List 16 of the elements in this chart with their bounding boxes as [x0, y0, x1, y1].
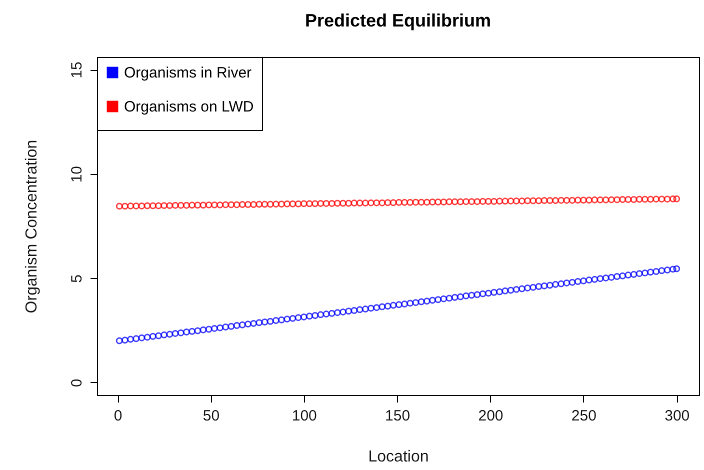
x-axis-title: Location — [368, 448, 429, 466]
legend-label: Organisms in River — [124, 64, 252, 82]
x-tick-label: 150 — [385, 408, 410, 424]
y-axis-title: Organism Concentration — [24, 140, 40, 314]
x-tick-label: 50 — [202, 408, 220, 424]
y-tick-label: 5 — [68, 274, 86, 283]
chart-title: Predicted Equilibrium — [304, 10, 492, 30]
y-tick-label: 15 — [68, 62, 86, 78]
y-tick-label: 10 — [68, 166, 86, 183]
legend-label: Organisms on LWD — [124, 98, 254, 116]
x-tick-label: 300 — [664, 408, 690, 424]
y-tick-label: 0 — [68, 378, 86, 388]
x-tick-label: 100 — [292, 408, 317, 424]
x-tick-label: 200 — [478, 408, 504, 424]
x-tick-label: 0 — [114, 408, 122, 424]
x-tick-label: 250 — [571, 408, 596, 424]
